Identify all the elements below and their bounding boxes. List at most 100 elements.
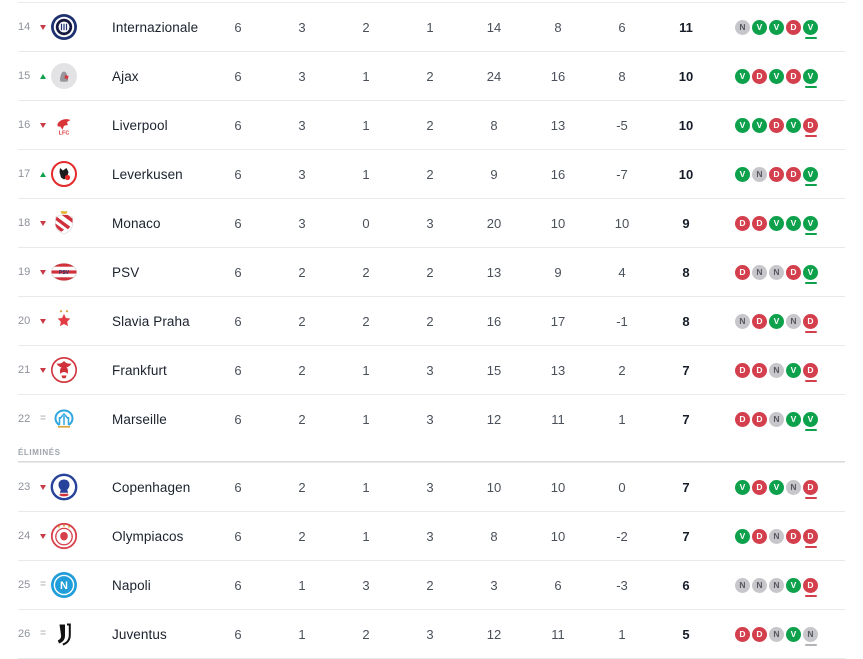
form-result-win-icon[interactable]: V [786,362,801,378]
stat-value: 6 [234,68,242,84]
form-result-loss-icon[interactable]: D [786,19,801,35]
form-result-loss-icon[interactable]: D [752,313,767,329]
table-row-internazionale[interactable]: 14 Internazionale 6 3 2 1 14 8 6 11 N V V D V [18,2,845,51]
stat-value: 3 [426,479,434,495]
form-result-win-icon[interactable]: V [735,68,750,84]
form-result-win-icon[interactable]: V [803,19,818,39]
form-result-draw-icon[interactable]: N [769,411,784,427]
team-name: Napoli [112,577,151,593]
rank-number: 21 [18,364,31,376]
stat-value: 2 [362,19,370,35]
form-result-win-icon[interactable]: V [769,479,784,495]
form-result-draw-icon[interactable]: N [769,528,784,544]
form-result-loss-icon[interactable]: D [803,479,818,499]
form-result-loss-icon[interactable]: D [752,362,767,378]
stat-value: 6 [554,577,562,593]
form-result-draw-icon[interactable]: N [735,19,750,35]
form-result-win-icon[interactable]: V [803,215,818,235]
form-result-win-icon[interactable]: V [735,528,750,544]
form-result-loss-icon[interactable]: D [752,479,767,495]
form-result-draw-icon[interactable]: N [786,313,801,329]
form-result-loss-icon[interactable]: D [786,264,801,280]
form-result-loss-icon[interactable]: D [735,411,750,427]
form-result-loss-icon[interactable]: D [803,528,818,548]
stat-value: 2 [426,264,434,280]
form-result-loss-icon[interactable]: D [752,215,767,231]
table-row-liverpool[interactable]: 16 LFC Liverpool 6 3 1 2 8 13 -5 10 V V D V D [18,100,845,149]
table-row-monaco[interactable]: 18 Monaco 6 3 0 3 20 10 10 9 D D V V V [18,198,845,247]
points-value: 10 [678,166,694,182]
form-result-win-icon[interactable]: V [769,215,784,231]
form-result-draw-icon[interactable]: N [752,264,767,280]
team-name: Leverkusen [112,166,183,182]
form-result-loss-icon[interactable]: D [803,117,818,137]
stat-value: 2 [298,411,306,427]
stat-value: -7 [616,166,628,182]
form-result-win-icon[interactable]: V [786,577,801,593]
stat-value: 10 [614,215,630,231]
form-result-loss-icon[interactable]: D [769,166,784,182]
form-result-win-icon[interactable]: V [769,68,784,84]
form-result-win-icon[interactable]: V [786,117,801,133]
table-row-frankfurt[interactable]: 21 Frankfurt 6 2 1 3 15 13 2 7 D D N V D [18,345,845,394]
table-row-leverkusen[interactable]: 17 Leverkusen 6 3 1 2 9 16 -7 10 V N D D V [18,149,845,198]
stat-value: 6 [234,528,242,544]
table-row-ajax[interactable]: 15 Ajax 6 3 1 2 24 16 8 10 V D V D V [18,51,845,100]
table-row-olympiacos[interactable]: 24 Olympiacos 6 2 1 3 8 10 -2 7 V D N D D [18,511,845,560]
form-result-win-icon[interactable]: V [769,19,784,35]
form-result-loss-icon[interactable]: D [752,68,767,84]
form-result-win-icon[interactable]: V [786,215,801,231]
form-result-win-icon[interactable]: V [752,117,767,133]
form-result-draw-icon[interactable]: N [769,264,784,280]
form-result-win-icon[interactable]: V [803,264,818,284]
form-result-draw-icon[interactable]: N [769,626,784,642]
table-row-juventus[interactable]: 26 = Juventus 6 1 2 3 12 11 1 5 D D N V N [18,609,845,659]
form-result-draw-icon[interactable]: N [769,577,784,593]
form-result-loss-icon[interactable]: D [786,68,801,84]
stat-value: 9 [554,264,562,280]
form-result-loss-icon[interactable]: D [752,528,767,544]
form-result-loss-icon[interactable]: D [735,264,750,280]
rank-number: 23 [18,481,31,493]
form-result-draw-icon[interactable]: N [803,626,818,646]
form-result-loss-icon[interactable]: D [803,362,818,382]
form-result-loss-icon[interactable]: D [786,166,801,182]
form-result-loss-icon[interactable]: D [803,577,818,597]
points-value: 5 [682,626,690,642]
stat-value: 6 [234,19,242,35]
form-result-loss-icon[interactable]: D [735,626,750,642]
form-result-loss-icon[interactable]: D [752,411,767,427]
table-row-slavia-praha[interactable]: 20 Slavia Praha 6 2 2 2 16 17 -1 8 N D V N D [18,296,845,345]
stat-value: 3 [426,362,434,378]
stat-value: 3 [298,68,306,84]
table-row-napoli[interactable]: 25 = N Napoli 6 1 3 2 3 6 -3 6 N N N V D [18,560,845,609]
form-result-win-icon[interactable]: V [735,166,750,182]
form-result-win-icon[interactable]: V [786,626,801,642]
form-result-loss-icon[interactable]: D [803,313,818,333]
form-result-loss-icon[interactable]: D [735,362,750,378]
form-result-draw-icon[interactable]: N [735,577,750,593]
form-result-loss-icon[interactable]: D [752,626,767,642]
form-result-win-icon[interactable]: V [803,411,818,431]
form-result-draw-icon[interactable]: N [786,479,801,495]
form-result-win-icon[interactable]: V [803,166,818,186]
stat-value: 3 [298,19,306,35]
stat-value: 16 [486,313,502,329]
form-result-win-icon[interactable]: V [752,19,767,35]
table-row-copenhagen[interactable]: 23 Copenhagen 6 2 1 3 10 10 0 7 V D V N D [18,462,845,511]
form-result-win-icon[interactable]: V [803,68,818,88]
table-row-psv[interactable]: 19 PSV PSV 6 2 2 2 13 9 4 8 D N N D V [18,247,845,296]
form-result-win-icon[interactable]: V [735,479,750,495]
form-result-win-icon[interactable]: V [769,313,784,329]
form-result-win-icon[interactable]: V [735,117,750,133]
form-result-loss-icon[interactable]: D [735,215,750,231]
form-result-draw-icon[interactable]: N [735,313,750,329]
form-result-loss-icon[interactable]: D [769,117,784,133]
form-result-win-icon[interactable]: V [786,411,801,427]
table-row-marseille[interactable]: 22 = Marseille 6 2 1 3 12 11 1 7 D D N V V [18,394,845,443]
form-result-draw-icon[interactable]: N [769,362,784,378]
form-result-loss-icon[interactable]: D [786,528,801,544]
form-result-draw-icon[interactable]: N [752,577,767,593]
form-result-draw-icon[interactable]: N [752,166,767,182]
